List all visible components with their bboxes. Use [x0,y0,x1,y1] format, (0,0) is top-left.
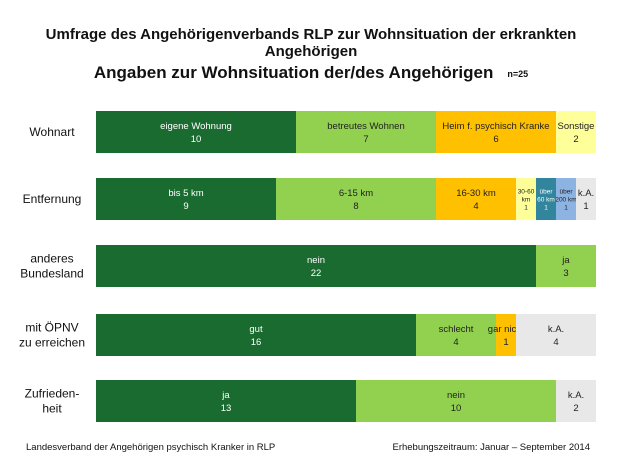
category-label: Entfernung [23,192,82,206]
bar-segment [356,380,556,422]
segment-label: k.A. 1 [578,188,594,212]
segment-label: betreutes Wohnen 7 [327,121,404,145]
chart-subtitle-row: Angaben zur Wohnsituation der/des Angehö… [0,63,622,83]
chart-subtitle: Angaben zur Wohnsituation der/des Angehö… [93,63,494,82]
bar-segment [556,111,596,153]
segment-label: über 200 km 1 [555,188,576,211]
segment-label: k.A. 4 [548,324,564,348]
bar-segment [516,178,536,220]
bar-segment [436,111,556,153]
segment-label: Heim f. psychisch Kranke 6 [442,121,549,145]
segment-label: nein 22 [307,255,325,279]
category-label: anderes Bundesland [20,252,83,281]
segment-label: k.A. 2 [568,390,584,414]
chart-title: Umfrage des Angehörigenverbands RLP zur … [45,26,577,60]
footer-organization: Landesverband der Angehörigen psychisch … [26,442,276,453]
segment-label: nein 10 [447,390,465,414]
segment-label: bis 5 km 9 [168,188,203,212]
bar-segment [416,314,496,356]
bar-segment [96,178,276,220]
bar-segment [276,178,436,220]
bar-segment [536,178,556,220]
bar-segment [96,380,356,422]
segment-label: 16-30 km 4 [456,188,496,212]
segment-label: ja 13 [221,390,232,414]
segment-label: 30-60 km 1 [518,188,535,211]
category-label: Zufrieden-heit [25,387,80,416]
segment-label: 6-15 km 8 [339,188,373,212]
bar-segment [96,111,296,153]
segment-label: gar nicht 1 [488,324,525,348]
category-label: Wohnart [29,125,75,139]
bar-segment [556,178,576,220]
sample-size-label: n=25 [507,69,529,79]
footer-survey-period: Erhebungszeitraum: Januar – September 20… [392,442,590,453]
segment-label: über 60 km 1 [537,188,555,211]
segment-label: gut 16 [249,324,263,348]
segment-label: Sonstige 2 [558,121,595,145]
bar-segment [496,314,516,356]
bar-segment [556,380,596,422]
bar-segment [296,111,436,153]
category-label: mit ÖPNV zu erreichen [19,321,85,350]
bar-segment [576,178,596,220]
bar-segment [436,178,516,220]
segment-label: ja 3 [561,255,570,279]
segment-label: eigene Wohnung 10 [160,121,232,145]
bar-segment [516,314,596,356]
bar-segment [536,245,596,287]
segment-label: schlecht 4 [439,324,474,348]
bar-segment [96,314,416,356]
bar-segment [96,245,536,287]
